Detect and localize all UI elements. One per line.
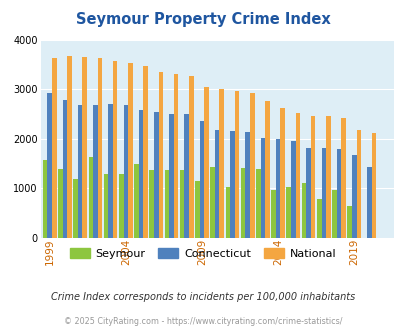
Text: Seymour Property Crime Index: Seymour Property Crime Index: [75, 12, 330, 26]
Text: © 2025 CityRating.com - https://www.cityrating.com/crime-statistics/: © 2025 CityRating.com - https://www.city…: [64, 317, 341, 326]
Bar: [351, 155, 356, 238]
Bar: [214, 130, 219, 238]
Bar: [305, 148, 310, 238]
Bar: [210, 167, 214, 238]
Bar: [301, 183, 305, 238]
Bar: [119, 174, 123, 238]
Bar: [153, 112, 158, 238]
Bar: [93, 105, 98, 238]
Bar: [310, 116, 315, 238]
Text: Crime Index corresponds to incidents per 100,000 inhabitants: Crime Index corresponds to incidents per…: [51, 292, 354, 302]
Bar: [195, 181, 199, 238]
Bar: [139, 110, 143, 238]
Bar: [295, 114, 299, 238]
Bar: [240, 168, 245, 238]
Bar: [47, 93, 52, 238]
Bar: [356, 130, 360, 238]
Bar: [164, 170, 169, 238]
Bar: [113, 61, 117, 238]
Bar: [82, 57, 87, 238]
Bar: [179, 170, 184, 238]
Bar: [88, 157, 93, 238]
Bar: [321, 148, 325, 238]
Bar: [67, 56, 72, 238]
Bar: [325, 116, 330, 238]
Bar: [245, 132, 249, 238]
Bar: [341, 118, 345, 238]
Bar: [230, 131, 234, 238]
Bar: [280, 108, 284, 238]
Bar: [290, 141, 295, 238]
Bar: [128, 63, 132, 238]
Bar: [104, 174, 108, 238]
Bar: [62, 100, 67, 238]
Bar: [249, 93, 254, 238]
Bar: [98, 58, 102, 238]
Bar: [256, 169, 260, 238]
Legend: Seymour, Connecticut, National: Seymour, Connecticut, National: [65, 244, 340, 263]
Bar: [43, 160, 47, 238]
Bar: [286, 187, 290, 238]
Bar: [260, 138, 264, 238]
Bar: [58, 169, 62, 238]
Bar: [316, 199, 321, 238]
Bar: [347, 207, 351, 238]
Bar: [173, 74, 178, 238]
Bar: [366, 167, 371, 238]
Bar: [169, 115, 173, 238]
Bar: [189, 76, 193, 238]
Bar: [225, 187, 230, 238]
Bar: [158, 72, 163, 238]
Bar: [219, 89, 224, 238]
Bar: [336, 149, 341, 238]
Bar: [184, 114, 189, 238]
Bar: [264, 101, 269, 238]
Bar: [371, 133, 375, 238]
Bar: [143, 66, 147, 238]
Bar: [108, 104, 113, 238]
Bar: [204, 87, 208, 238]
Bar: [271, 189, 275, 238]
Bar: [331, 190, 336, 238]
Bar: [275, 139, 280, 238]
Bar: [78, 105, 82, 238]
Bar: [199, 121, 204, 238]
Bar: [52, 58, 56, 238]
Bar: [123, 105, 128, 238]
Bar: [134, 164, 139, 238]
Bar: [149, 170, 153, 238]
Bar: [234, 91, 239, 238]
Bar: [73, 179, 78, 238]
